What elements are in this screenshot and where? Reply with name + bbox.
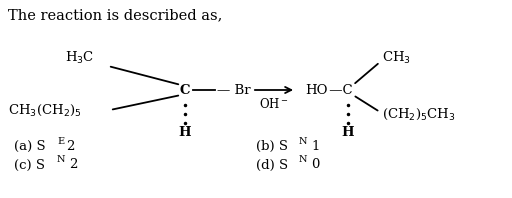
Text: (a) S: (a) S <box>14 140 46 152</box>
Text: (c) S: (c) S <box>14 159 45 171</box>
Text: 1: 1 <box>311 140 319 152</box>
Text: (d) S: (d) S <box>256 159 288 171</box>
Text: H: H <box>179 126 191 138</box>
Text: —C: —C <box>325 84 353 96</box>
Text: 0: 0 <box>311 159 319 171</box>
Text: (CH$_2$)$_5$CH$_3$: (CH$_2$)$_5$CH$_3$ <box>382 106 456 122</box>
Text: E: E <box>57 136 64 146</box>
Text: H: H <box>342 126 354 138</box>
Text: C: C <box>180 84 190 96</box>
Text: (b) S: (b) S <box>256 140 288 152</box>
Text: N: N <box>299 155 308 165</box>
Text: 2: 2 <box>66 140 74 152</box>
Text: — Br: — Br <box>217 84 251 96</box>
Text: N: N <box>299 136 308 146</box>
Text: N: N <box>57 155 66 165</box>
Text: CH$_3$(CH$_2$)$_5$: CH$_3$(CH$_2$)$_5$ <box>8 102 81 118</box>
Text: H$_3$C: H$_3$C <box>65 50 94 66</box>
Text: The reaction is described as,: The reaction is described as, <box>8 8 222 22</box>
Text: CH$_3$: CH$_3$ <box>382 50 411 66</box>
Text: 2: 2 <box>69 159 77 171</box>
Text: HO: HO <box>305 84 328 96</box>
Text: OH$^-$: OH$^-$ <box>259 97 289 111</box>
